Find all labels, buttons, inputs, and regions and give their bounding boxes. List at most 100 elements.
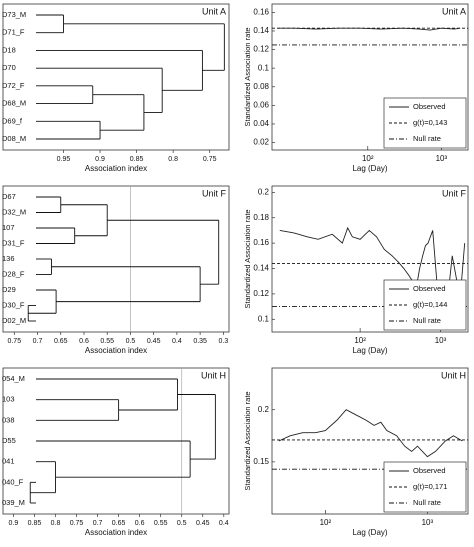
leaf-label: D55: [2, 436, 16, 445]
x-tick-label: 0.75: [70, 520, 84, 527]
leaf-label: 041: [2, 457, 15, 466]
leaf-label: 054_M: [2, 374, 25, 383]
legend-label: Observed: [413, 284, 446, 293]
x-tick-label: 0.7: [93, 520, 103, 527]
x-tick-label: 10³: [422, 518, 434, 527]
x-tick-label: 0.65: [112, 520, 126, 527]
x-tick-label: 0.4: [172, 338, 182, 345]
x-tick-label: 0.9: [95, 156, 105, 163]
data-line: [277, 27, 461, 31]
leaf-label: D68_M: [2, 99, 26, 108]
leaf-label: 107: [2, 223, 15, 232]
plot-frame: [271, 185, 469, 333]
x-tick-label: 0.55: [154, 520, 168, 527]
x-tick-label: 10²: [320, 518, 332, 527]
x-axis-label: Association index: [85, 346, 147, 355]
y-tick-label: 0.16: [253, 238, 269, 247]
leaf-label: D28_F: [2, 269, 25, 278]
legend-label: Observed: [413, 102, 446, 111]
plot-frame: [2, 185, 230, 333]
y-tick-label: 0.12: [253, 289, 269, 298]
leaf-label: D08_M: [2, 134, 26, 143]
plot-frame: [2, 367, 230, 515]
leaf-label: D72_F: [2, 81, 25, 90]
leaf-label: D32_M: [2, 207, 26, 216]
x-axis-label: Association index: [85, 164, 147, 173]
legend-label: Null rate: [413, 134, 441, 143]
legend-label: g(t)=0,144: [413, 300, 447, 309]
x-axis-label: Lag (Day): [352, 346, 387, 355]
chart-title: Unit H: [201, 370, 226, 380]
plot-frame: [2, 3, 230, 151]
y-tick-label: 0.12: [253, 45, 269, 54]
y-tick-label: 0.2: [258, 187, 270, 196]
x-tick-label: 0.75: [7, 338, 21, 345]
y-tick-label: 0.16: [253, 7, 269, 16]
x-tick-label: 10³: [435, 336, 447, 345]
x-tick-label: 0.85: [28, 520, 42, 527]
leaf-label: D29: [2, 285, 16, 294]
x-tick-label: 0.55: [100, 338, 114, 345]
x-tick-label: 0.8: [168, 156, 178, 163]
x-tick-label: 0.6: [79, 338, 89, 345]
x-tick-label: 0.45: [147, 338, 161, 345]
x-tick-label: 0.3: [218, 338, 228, 345]
y-tick-label: 0.1: [258, 63, 270, 72]
y-tick-label: 0.2: [258, 405, 270, 414]
x-tick-label: 10²: [362, 154, 374, 163]
chart-title: Unit F: [442, 188, 467, 198]
leaf-label: D71_F: [2, 28, 25, 37]
y-tick-label: 0.18: [253, 213, 269, 222]
x-tick-label: 10³: [436, 154, 448, 163]
plot-frame: [271, 367, 469, 515]
x-tick-label: 0.9: [9, 520, 19, 527]
leaf-label: D69_f: [2, 116, 23, 125]
legend-box: [383, 279, 467, 331]
leaf-label: 038: [2, 415, 15, 424]
x-tick-label: 0.95: [57, 156, 71, 163]
y-tick-label: 0.1: [258, 314, 270, 323]
leaf-label: 040_F: [2, 477, 24, 486]
y-axis-label: Standardized Association rate: [243, 209, 252, 308]
x-tick-label: 0.45: [196, 520, 210, 527]
chart-title: Unit F: [202, 188, 227, 198]
leaf-label: 039_M: [2, 498, 25, 507]
x-axis-label: Association index: [85, 528, 147, 537]
leaf-label: D18: [2, 45, 16, 54]
x-tick-label: 10²: [354, 336, 366, 345]
chart-title: Unit H: [441, 370, 466, 380]
leaf-label: 136: [2, 254, 15, 263]
chart-title: Unit A: [202, 6, 226, 16]
legend-box: [383, 461, 467, 513]
y-tick-label: 0.14: [253, 26, 269, 35]
leaf-label: 103: [2, 395, 15, 404]
chart-title: Unit A: [442, 6, 466, 16]
legend-label: Null rate: [413, 316, 441, 325]
x-tick-label: 0.85: [130, 156, 144, 163]
leaf-label: D02_M: [2, 316, 26, 325]
x-tick-label: 0.75: [203, 156, 217, 163]
x-tick-label: 0.5: [177, 520, 187, 527]
y-tick-label: 0.06: [253, 100, 269, 109]
leaf-label: D73_M: [2, 10, 26, 19]
y-tick-label: 0.04: [253, 119, 269, 128]
y-axis-label: Standardized Association rate: [243, 27, 252, 126]
legend-box: [383, 97, 467, 149]
y-axis-label: Standardized Association rate: [243, 391, 252, 490]
y-tick-label: 0.15: [253, 457, 269, 466]
leaf-label: D70: [2, 63, 16, 72]
x-tick-label: 0.35: [193, 338, 207, 345]
x-tick-label: 0.6: [135, 520, 145, 527]
legend-label: g(t)=0,171: [413, 482, 447, 491]
x-tick-label: 0.5: [126, 338, 136, 345]
y-tick-label: 0.08: [253, 82, 269, 91]
y-tick-label: 0.02: [253, 138, 269, 147]
y-tick-label: 0.14: [253, 264, 269, 273]
legend-label: g(t)=0,143: [413, 118, 447, 127]
data-line: [278, 409, 463, 458]
x-tick-label: 0.4: [219, 520, 229, 527]
legend-label: Null rate: [413, 498, 441, 507]
x-tick-label: 0.65: [54, 338, 68, 345]
x-tick-label: 0.7: [33, 338, 43, 345]
